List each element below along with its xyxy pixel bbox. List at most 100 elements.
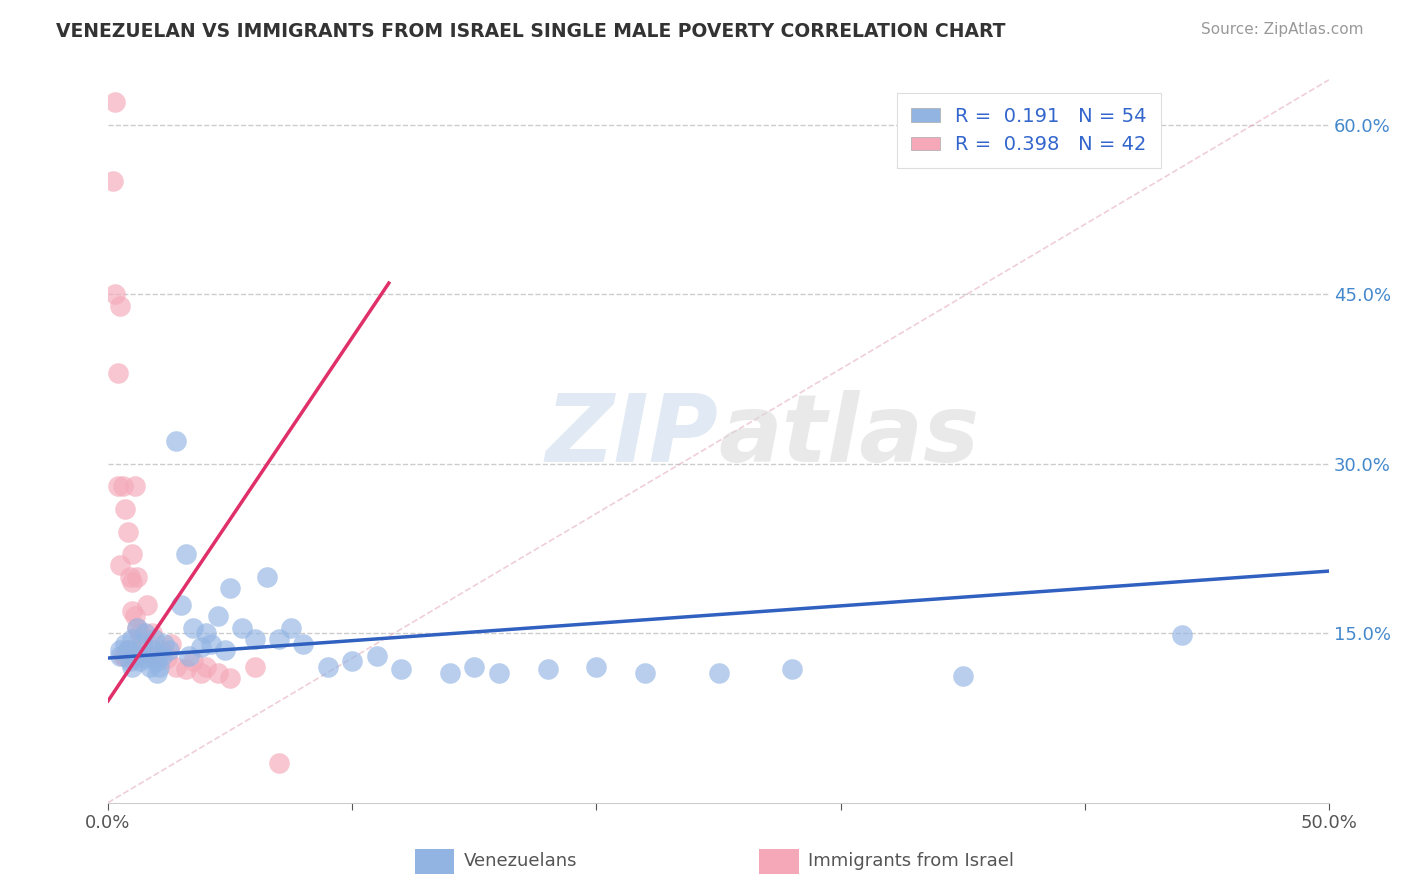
Point [488, 665, 510, 680]
Point [148, 660, 170, 674]
Point [340, 655, 363, 669]
Point [165, 660, 187, 674]
Point [157, 643, 180, 657]
Point [146, 648, 169, 663]
Point [121, 604, 143, 618]
Point [108, 648, 131, 663]
Point [108, 299, 131, 313]
Point [111, 648, 134, 663]
Point [463, 660, 485, 674]
Point [134, 643, 156, 657]
Point [128, 626, 150, 640]
Point [118, 655, 141, 669]
Point [267, 632, 290, 646]
Point [128, 655, 150, 669]
Point [121, 632, 143, 646]
Point [707, 665, 730, 680]
Text: Venezuelans: Venezuelans [464, 852, 578, 870]
Point [141, 643, 163, 657]
Point [118, 651, 141, 665]
Point [127, 621, 149, 635]
Point [127, 648, 149, 663]
Point [174, 547, 197, 561]
Point [131, 638, 153, 652]
Point [104, 287, 127, 301]
Point [267, 756, 290, 770]
Point [316, 660, 339, 674]
Point [114, 648, 136, 663]
Point [108, 558, 131, 573]
Point [107, 367, 129, 381]
Point [243, 632, 266, 646]
Text: Source: ZipAtlas.com: Source: ZipAtlas.com [1201, 22, 1364, 37]
Point [150, 643, 173, 657]
Point [214, 643, 236, 657]
Point [780, 662, 803, 676]
Point [143, 632, 166, 646]
Point [183, 621, 205, 635]
Point [136, 598, 159, 612]
Point [952, 669, 974, 683]
Point [101, 174, 124, 188]
Point [150, 648, 173, 663]
Point [121, 575, 143, 590]
Point [160, 638, 183, 652]
Point [124, 479, 146, 493]
Point [366, 648, 388, 663]
Point [207, 665, 229, 680]
Point [170, 598, 193, 612]
Point [174, 662, 197, 676]
Point [219, 581, 242, 595]
Point [104, 95, 127, 110]
Point [114, 502, 136, 516]
Point [118, 570, 141, 584]
Point [177, 648, 200, 663]
Point [165, 434, 187, 449]
Text: Immigrants from Israel: Immigrants from Israel [808, 852, 1015, 870]
Point [219, 672, 242, 686]
Point [117, 643, 139, 657]
Point [146, 665, 169, 680]
Point [124, 609, 146, 624]
Point [127, 621, 149, 635]
Point [536, 662, 558, 676]
Point [231, 621, 253, 635]
Point [190, 665, 212, 680]
Point [114, 638, 136, 652]
Point [146, 655, 169, 669]
Point [634, 665, 657, 680]
Point [153, 638, 176, 652]
Point [207, 609, 229, 624]
Point [1171, 628, 1194, 642]
Point [292, 638, 315, 652]
Point [117, 643, 139, 657]
Point [280, 621, 302, 635]
Point [183, 655, 205, 669]
Point [190, 640, 212, 654]
Legend: R =  0.191   N = 54, R =  0.398   N = 42: R = 0.191 N = 54, R = 0.398 N = 42 [897, 93, 1160, 168]
Point [128, 648, 150, 663]
Point [121, 660, 143, 674]
Point [243, 660, 266, 674]
Text: ZIP: ZIP [546, 390, 718, 482]
Point [389, 662, 412, 676]
Point [439, 665, 461, 680]
Point [136, 647, 159, 661]
Point [194, 626, 217, 640]
Point [138, 648, 160, 663]
Point [134, 626, 156, 640]
Point [117, 524, 139, 539]
Point [111, 479, 134, 493]
Point [138, 660, 160, 674]
Point [256, 570, 278, 584]
Point [121, 547, 143, 561]
Text: VENEZUELAN VS IMMIGRANTS FROM ISRAEL SINGLE MALE POVERTY CORRELATION CHART: VENEZUELAN VS IMMIGRANTS FROM ISRAEL SIN… [56, 22, 1005, 41]
Point [155, 651, 177, 665]
Point [131, 638, 153, 652]
Point [134, 651, 156, 665]
Point [108, 643, 131, 657]
Point [127, 570, 149, 584]
Point [194, 660, 217, 674]
Text: atlas: atlas [718, 390, 980, 482]
Point [141, 626, 163, 640]
